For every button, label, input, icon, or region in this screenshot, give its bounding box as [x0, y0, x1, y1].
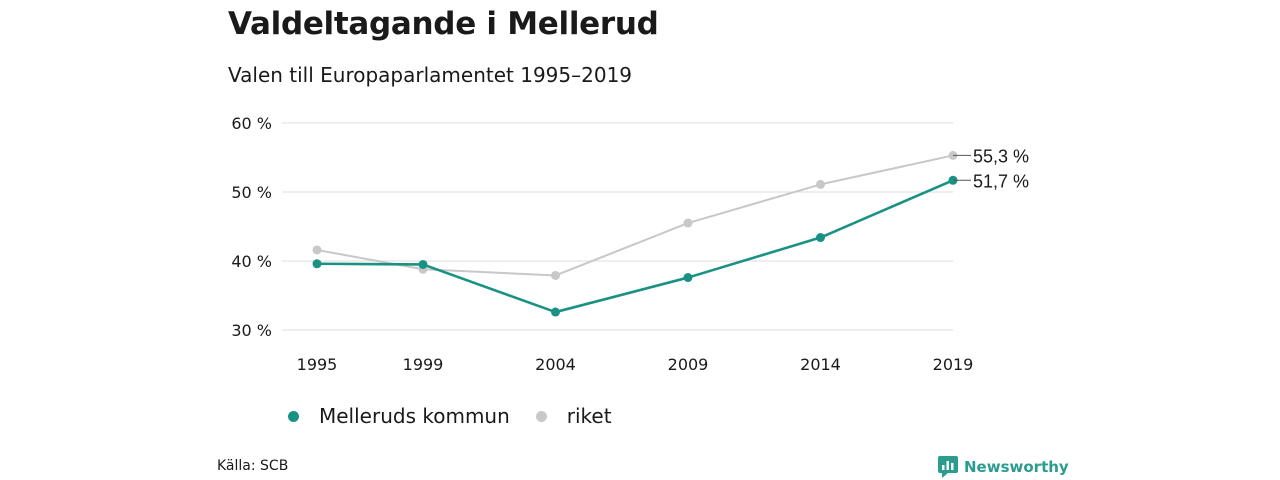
data-point-melleruds-kommun — [312, 259, 322, 269]
newsworthy-logo: Newsworthy — [938, 456, 1069, 478]
y-tick-label: 40 % — [231, 252, 272, 271]
chart-legend: Melleruds kommun riket — [288, 404, 638, 428]
legend-item-riket: riket — [535, 404, 612, 428]
x-tick-label: 2014 — [800, 355, 841, 374]
y-tick-label: 30 % — [231, 321, 272, 340]
x-tick-label: 2004 — [535, 355, 576, 374]
chart-title: Valdeltagande i Mellerud — [228, 6, 659, 42]
data-point-riket — [312, 245, 322, 255]
data-point-riket — [816, 179, 825, 189]
legend-marker-riket — [535, 410, 547, 422]
x-tick-label: 2009 — [668, 355, 709, 374]
legend-label-riket: riket — [566, 404, 612, 428]
data-point-riket — [683, 218, 693, 228]
data-point-melleruds-kommun — [683, 273, 693, 283]
x-tick-label: 1999 — [403, 355, 444, 374]
series-line-melleruds-kommun — [316, 179, 954, 314]
x-tick-label: 1995 — [297, 355, 338, 374]
end-value-label-riket: 55,3 % — [973, 146, 1029, 166]
source-note: Källa: SCB — [217, 458, 289, 474]
data-point-melleruds-kommun — [816, 233, 825, 243]
legend-label-melleruds-kommun: Melleruds kommun — [319, 404, 510, 428]
y-tick-label: 60 % — [231, 114, 272, 133]
series-line-riket — [316, 154, 954, 277]
newsworthy-icon — [938, 456, 958, 478]
y-tick-label: 50 % — [231, 183, 272, 202]
end-value-label-melleruds-kommun: 51,7 % — [973, 171, 1029, 191]
data-point-riket — [551, 270, 560, 280]
chart-subtitle: Valen till Europaparlamentet 1995–2019 — [228, 63, 633, 87]
data-point-melleruds-kommun — [418, 259, 428, 269]
x-tick-label: 2019 — [933, 355, 974, 374]
legend-item-melleruds-kommun: Melleruds kommun — [288, 404, 510, 428]
legend-marker-melleruds-kommun — [288, 410, 299, 422]
brand-label: Newsworthy — [964, 458, 1069, 476]
data-point-melleruds-kommun — [551, 307, 560, 317]
